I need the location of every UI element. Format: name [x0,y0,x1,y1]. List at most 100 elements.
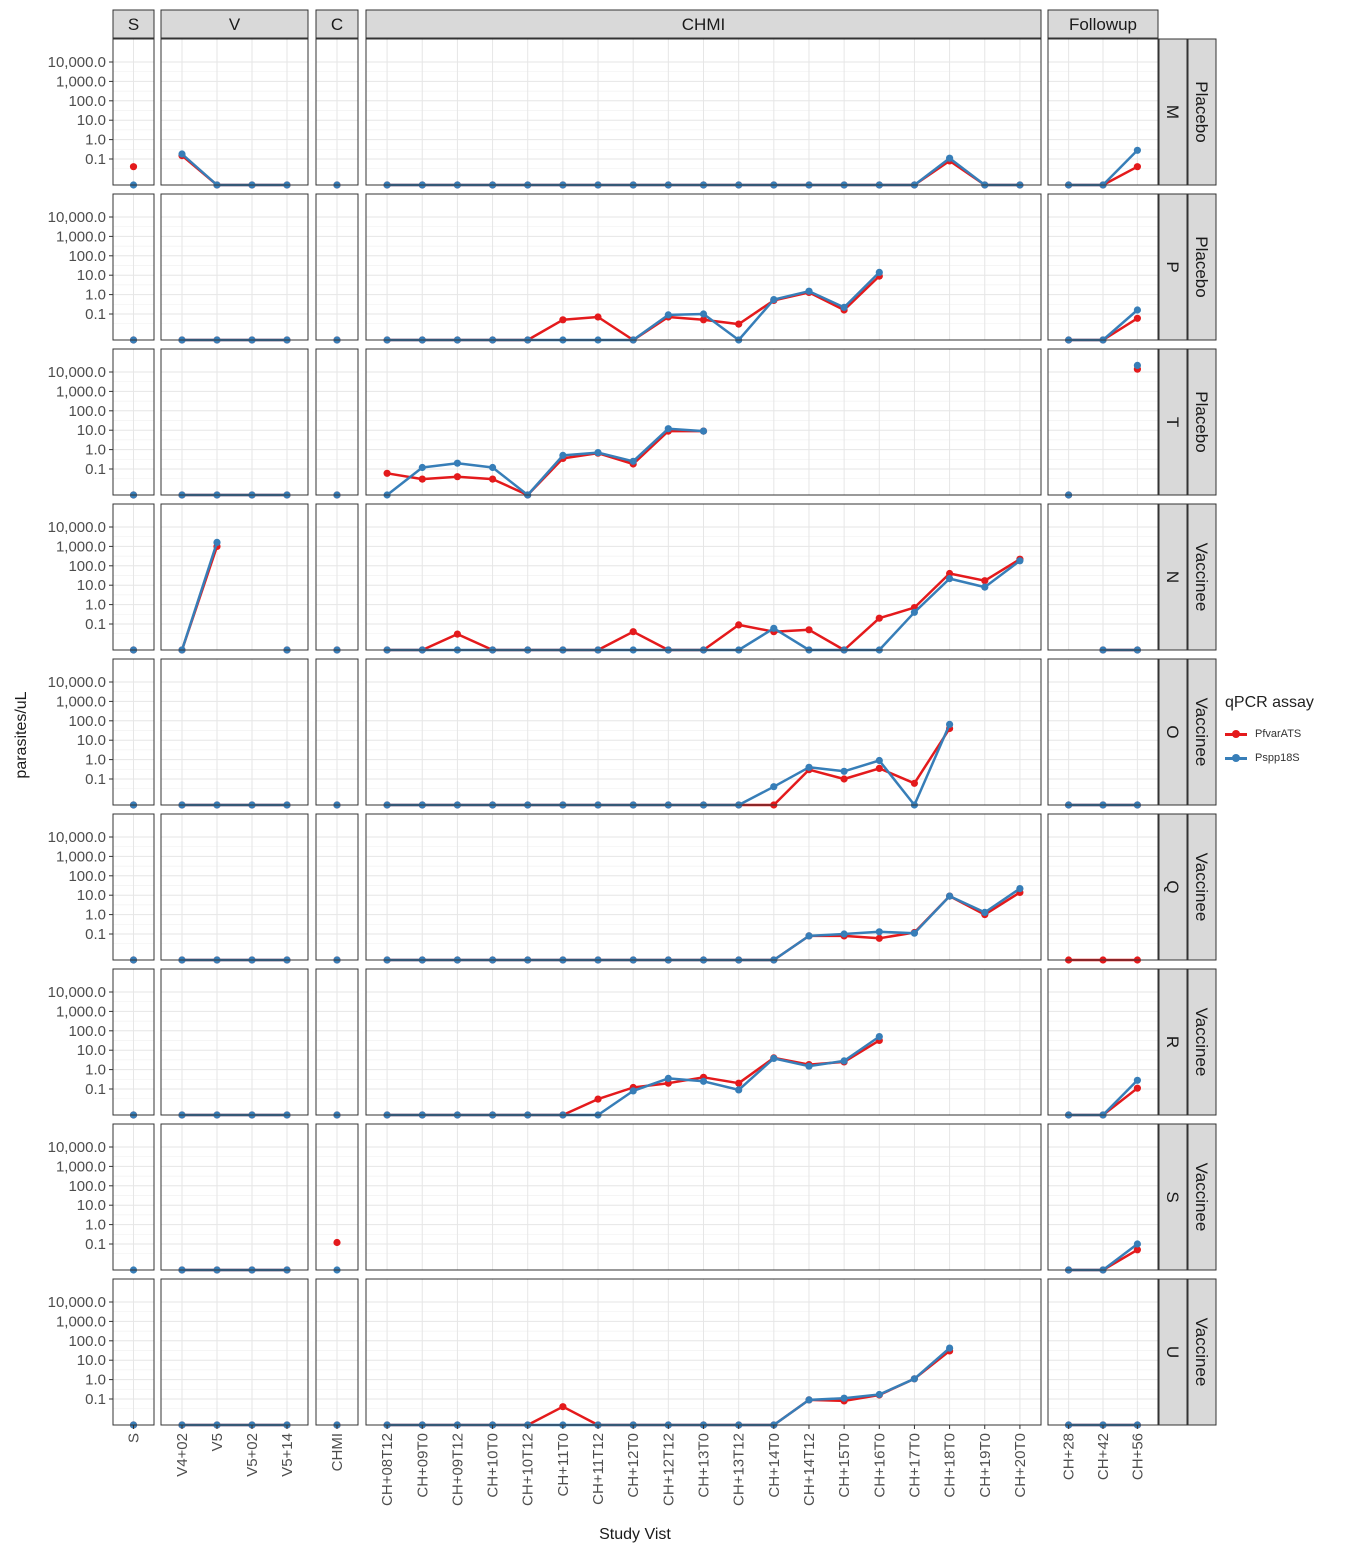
y-tick-label: 1.0 [85,752,106,769]
x-axis-title: Study Vist [599,1526,671,1543]
panel-border [365,658,1042,806]
panel-o-chmi [365,658,1042,809]
data-point-pfvarats [559,316,567,324]
y-tick-label: 10.0 [77,1352,106,1369]
y-tick-label: 10,000.0 [48,54,106,71]
panel-o-v [160,658,309,809]
panel-border [160,968,309,1116]
data-point-pspp18s [559,451,567,459]
data-point-pspp18s [840,1394,848,1402]
data-point-pfvarats [1133,1246,1141,1254]
y-tick-label: 1,000.0 [56,1158,106,1175]
panel-border [1047,1123,1159,1271]
data-point-pspp18s [664,425,672,433]
panel-n-c [315,503,359,654]
panel-border [1047,503,1159,651]
panel-border [112,193,155,341]
panel-border [160,658,309,806]
y-tick-label: 0.1 [85,1081,106,1098]
facet-strip-group [1187,968,1217,1116]
facet-strip-followup [1047,9,1159,39]
y-tick-label: 10.0 [77,577,106,594]
y-tick-label: 10.0 [77,267,106,284]
panel-r-v [160,968,309,1119]
panel-r-followup [1047,968,1159,1119]
facet-strip-subject-label: O [1163,725,1182,738]
data-point-pspp18s [770,296,778,304]
data-point-pspp18s [805,1396,813,1404]
facet-strip-group-label: Vaccinee [1192,1318,1211,1387]
panel-border [315,1123,359,1271]
panel-q-s [112,813,155,964]
x-tick-label: CH+18T0 [942,1433,959,1498]
x-tick-label: CH+10T0 [485,1433,502,1498]
facet-strip-group [1187,1278,1217,1426]
y-tick-label: 1,000.0 [56,538,106,555]
y-tick-label: 1.0 [85,597,106,614]
y-tick-label: 10,000.0 [48,209,106,226]
panel-background [161,349,308,495]
series-line-pspp18s [180,542,219,651]
y-tick-label: 1.0 [85,287,106,304]
data-point-pspp18s [1133,306,1141,314]
x-tick-label: V4+02 [174,1433,191,1477]
data-point-pspp18s [629,457,637,465]
facet-strip-subject-label: P [1163,261,1182,272]
panel-background [161,659,308,805]
panel-border [112,658,155,806]
x-tick-label: CH+15T0 [836,1433,853,1498]
x-tick-label: CH+42 [1095,1433,1112,1480]
y-tick-label: 1,000.0 [56,73,106,90]
panel-q-v [160,813,309,964]
data-point-pspp18s [875,268,883,276]
data-point-pfvarats [383,469,391,477]
x-tick-label: CH+20T0 [1012,1433,1029,1498]
data-point-pfvarats [1133,1084,1141,1092]
y-tick-label: 10,000.0 [48,829,106,846]
panel-border [315,503,359,651]
panel-border [1047,348,1159,496]
data-point-pspp18s [770,624,778,632]
panel-n-chmi [365,503,1042,654]
data-point-pspp18s [664,311,672,319]
panel-border [1047,658,1159,806]
facet-strip-subject-label: Q [1163,880,1182,893]
facet-strip-group [1187,813,1217,961]
data-point-pspp18s [699,1077,708,1085]
facet-strip-label: CHMI [682,15,725,34]
x-tick-label: CH+09T0 [414,1433,431,1498]
panel-t-c [315,348,359,499]
data-point-pfvarats [805,626,813,634]
panel-n-followup [1047,503,1159,654]
data-point-pspp18s [875,928,883,936]
data-point-pfvarats [333,1238,341,1247]
facet-strip-group [1187,658,1217,806]
data-point-pfvarats [1133,163,1141,171]
data-point-pspp18s [910,929,919,937]
data-point-pspp18s [418,463,426,472]
y-tick-label: 100.0 [68,1023,106,1040]
facet-strip-subject-label: U [1163,1346,1182,1358]
facet-strip-group-label: Placebo [1192,81,1211,142]
y-tick-label: 10,000.0 [48,674,106,691]
panel-n-s [112,503,155,654]
facet-strip-c [315,9,359,39]
data-point-pspp18s [981,583,989,591]
x-tick-label: CH+09T12 [449,1433,466,1506]
panel-s-followup [1047,1123,1159,1274]
panel-background [161,1124,308,1270]
panel-border [365,813,1042,961]
data-point-pspp18s [489,463,497,472]
data-point-pspp18s [1133,146,1141,154]
y-tick-label: 100.0 [68,403,106,420]
panel-t-s [112,348,155,499]
data-point-pspp18s [1133,1240,1141,1248]
data-point-pspp18s [770,1054,778,1062]
facet-strip-group [1187,38,1217,186]
panel-r-chmi [365,968,1042,1119]
data-point-pspp18s [1016,885,1024,893]
x-tick-label: CH+13T0 [696,1433,713,1498]
y-tick-label: 0.1 [85,771,106,788]
data-point-pspp18s [805,763,813,771]
